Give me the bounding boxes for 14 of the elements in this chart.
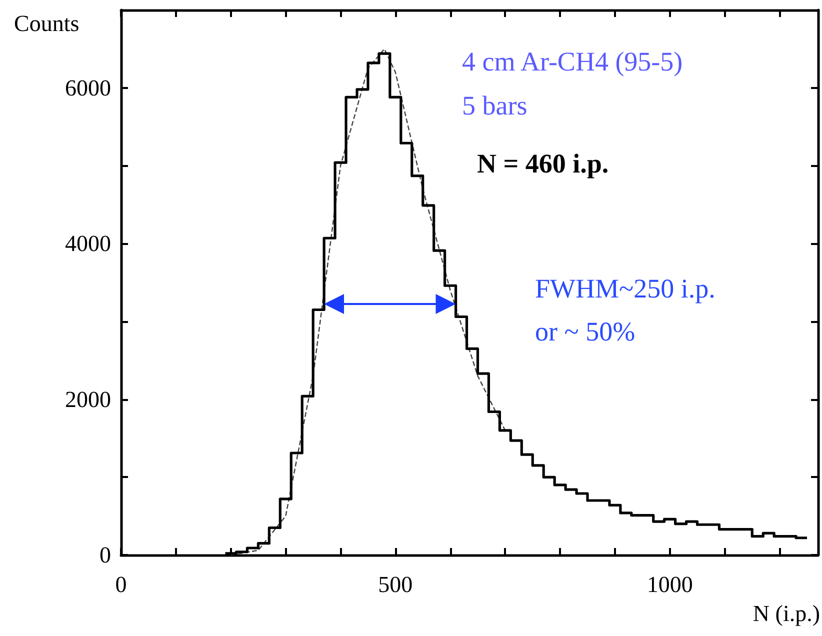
annotation: 5 bars	[462, 90, 528, 120]
y-tick-label: 6000	[65, 75, 111, 100]
x-tick-label: 500	[378, 572, 413, 597]
y-tick-label: 0	[100, 542, 111, 568]
y-axis-title: Counts	[14, 11, 80, 36]
x-tick-label: 1000	[646, 572, 693, 597]
y-tick-label: 4000	[65, 231, 111, 256]
annotation: 4 cm Ar-CH4 (95-5)	[462, 46, 683, 76]
annotation: N = 460 i.p.	[477, 148, 609, 178]
annotation: or ~ 50%	[535, 316, 636, 346]
annotation: FWHM~250 i.p.	[535, 274, 716, 304]
y-tick-label: 2000	[65, 386, 111, 412]
x-tick-label: 0	[115, 572, 127, 597]
x-axis-title: N (i.p.)	[752, 601, 820, 626]
